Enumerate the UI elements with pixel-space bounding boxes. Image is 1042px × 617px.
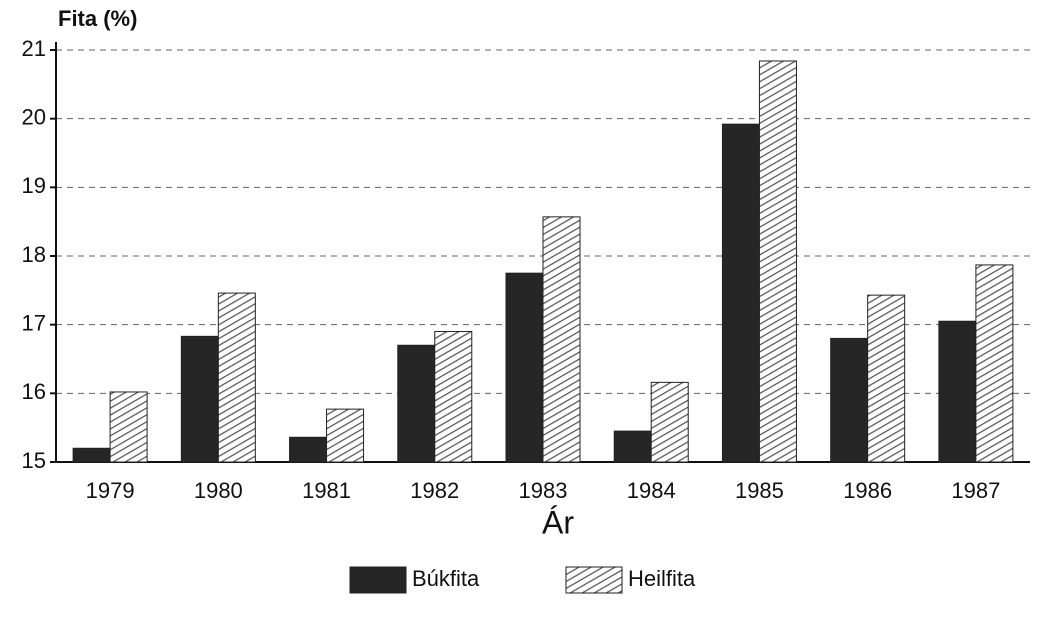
x-tick-label: 1979	[86, 478, 135, 503]
y-tick-label: 19	[22, 173, 46, 198]
bar	[975, 264, 1014, 463]
bar	[180, 335, 219, 463]
y-tick-label: 18	[22, 242, 46, 267]
bar	[397, 344, 436, 463]
y-axis-label: Fita (%)	[58, 6, 137, 31]
bar	[505, 272, 544, 463]
y-tick-label: 17	[22, 310, 46, 335]
bar	[434, 331, 473, 463]
x-tick-label: 1986	[843, 478, 892, 503]
x-tick-label: 1981	[302, 478, 351, 503]
bar	[830, 337, 869, 463]
bar	[938, 320, 977, 463]
bar	[109, 391, 148, 463]
y-tick-label: 21	[22, 36, 46, 61]
x-tick-label: 1980	[194, 478, 243, 503]
bar	[613, 430, 652, 463]
x-tick-label: 1983	[519, 478, 568, 503]
x-tick-label: 1984	[627, 478, 676, 503]
x-tick-label: 1982	[410, 478, 459, 503]
x-tick-label: 1987	[951, 478, 1000, 503]
y-tick-label: 16	[22, 379, 46, 404]
bar	[758, 60, 797, 463]
bar	[217, 292, 256, 463]
legend-swatch	[349, 566, 407, 594]
bar	[542, 216, 581, 463]
bar	[326, 408, 365, 463]
bar	[867, 294, 906, 463]
legend-swatch	[565, 566, 623, 594]
x-axis-label: Ár	[542, 504, 574, 540]
x-tick-label: 1985	[735, 478, 784, 503]
legend-label: Búkfita	[412, 566, 480, 591]
y-tick-label: 20	[22, 104, 46, 129]
bar	[721, 123, 760, 463]
bar	[72, 447, 111, 463]
y-tick-label: 15	[22, 448, 46, 473]
bar	[650, 381, 689, 463]
bar	[289, 436, 328, 463]
legend-label: Heilfita	[628, 566, 696, 591]
